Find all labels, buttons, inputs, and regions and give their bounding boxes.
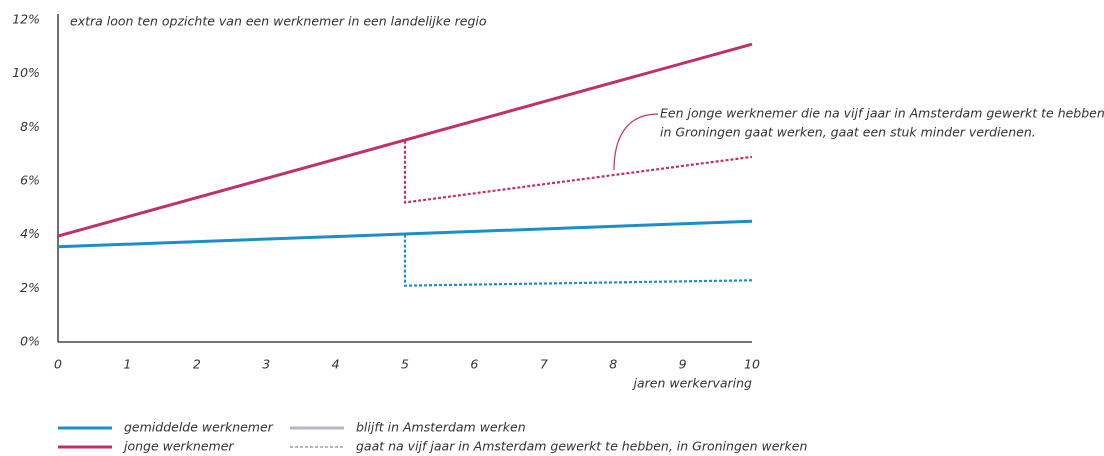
y-tick-label: 0% — [20, 334, 40, 349]
series-line — [57, 42, 753, 238]
x-tick-label: 4 — [332, 357, 340, 372]
legend-label: jonge werknemer — [122, 439, 234, 454]
y-tick-label: 4% — [20, 226, 40, 241]
y-tick-label: 12% — [12, 12, 40, 27]
annotation: in Groningen gaat werken, gaat een stuk … — [660, 125, 1036, 140]
annotation-connector — [613, 113, 659, 171]
x-tick-label: 3 — [262, 357, 270, 372]
x-tick-label: 2 — [193, 357, 201, 372]
legend-label: gemiddelde werknemer — [124, 420, 274, 435]
x-tick-label: 9 — [679, 357, 687, 372]
y-tick-label: 2% — [20, 280, 40, 295]
legend-label: gaat na vijf jaar in Amsterdam gewerkt t… — [356, 439, 807, 454]
x-tick-label: 8 — [609, 357, 617, 372]
annotation: Een jonge werknemer die na vijf jaar in … — [660, 106, 1104, 121]
x-axis-label: jaren werkervaring — [631, 376, 752, 391]
legend-label: blijft in Amsterdam werken — [356, 420, 526, 435]
y-tick-label: 6% — [20, 173, 40, 188]
x-tick-label: 0 — [54, 357, 62, 372]
x-tick-label: 5 — [401, 357, 409, 372]
series-line — [403, 140, 753, 204]
y-axis-label: extra loon ten opzichte van een werkneme… — [70, 14, 487, 29]
y-tick-label: 8% — [20, 119, 40, 134]
x-tick-label: 7 — [540, 357, 548, 372]
x-tick-label: 10 — [744, 357, 760, 372]
x-tick-label: 1 — [123, 357, 131, 372]
x-tick-label: 6 — [470, 357, 478, 372]
series-line — [403, 234, 753, 287]
series-line — [57, 219, 753, 249]
y-tick-label: 10% — [12, 65, 40, 80]
